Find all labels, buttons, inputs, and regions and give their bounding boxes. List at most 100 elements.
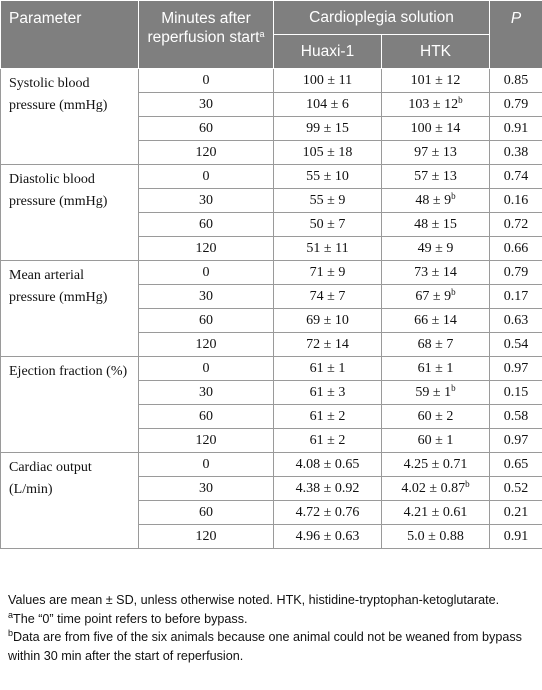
table-row: 30 104 ± 6 103 ± 12b 0.79	[1, 92, 542, 117]
htk-cell-value: 4.25 ± 0.71	[403, 456, 468, 472]
minutes-cell: 120	[138, 140, 274, 165]
minutes-cell-value: 120	[195, 144, 217, 160]
minutes-cell: 120	[138, 524, 274, 549]
minutes-cell-value: 120	[195, 336, 217, 352]
minutes-cell: 60	[138, 212, 274, 237]
footnote-b-mark: b	[8, 628, 14, 638]
huaxi-1-cell-value: 61 ± 2	[309, 432, 346, 448]
minutes-cell-value: 30	[199, 192, 213, 208]
htk-cell-value: 103 ± 12	[408, 96, 459, 112]
htk-cell-value: 5.0 ± 0.88	[407, 528, 464, 544]
htk-cell-value: 4.21 ± 0.61	[403, 504, 468, 520]
p-value-cell: 0.97	[489, 428, 542, 453]
parameter-name: Cardiac output (L/min)	[0, 452, 139, 549]
minutes-cell-value: 120	[195, 432, 217, 448]
p-value-cell: 0.91	[489, 116, 542, 141]
huaxi-1-cell: 4.96 ± 0.63	[273, 524, 382, 549]
minutes-cell-value: 0	[202, 456, 210, 472]
table-row: 120 72 ± 14 68 ± 7 0.54	[1, 332, 542, 357]
footnote-a-mark: a	[8, 609, 14, 620]
p-value-cell-value: 0.85	[503, 72, 529, 88]
header-htk: HTK	[380, 34, 491, 69]
htk-cell: 103 ± 12b	[380, 92, 491, 117]
minutes-cell-value: 0	[202, 168, 210, 184]
huaxi-1-cell-value: 100 ± 11	[302, 72, 353, 88]
huaxi-1-cell: 61 ± 2	[273, 404, 382, 429]
p-value-cell-value: 0.79	[503, 264, 529, 280]
huaxi-1-cell: 74 ± 7	[273, 284, 382, 309]
minutes-cell-value: 60	[199, 120, 213, 136]
p-value-cell-value: 0.91	[503, 528, 529, 544]
huaxi-1-cell-value: 4.72 ± 0.76	[295, 504, 360, 520]
htk-cell: 48 ± 15	[380, 212, 491, 237]
htk-cell-value: 68 ± 7	[417, 336, 454, 352]
huaxi-1-cell: 61 ± 1	[273, 356, 382, 381]
table-row: Ejection fraction (%) 0 61 ± 1 61 ± 1 0.97	[0, 356, 542, 453]
htk-cell: 57 ± 13	[380, 164, 491, 189]
htk-cell: 97 ± 13	[380, 140, 491, 165]
p-value-cell: 0.79	[489, 92, 542, 117]
minutes-cell-value: 30	[199, 384, 213, 400]
data-table: Parameter Minutes after reperfusion star…	[0, 0, 542, 549]
htk-cell: 4.21 ± 0.61	[380, 500, 491, 525]
htk-footnote-mark: b	[451, 286, 456, 297]
huaxi-1-cell: 61 ± 2	[273, 428, 382, 453]
htk-cell: 49 ± 9	[380, 236, 491, 261]
p-value-cell: 0.79	[489, 260, 542, 285]
htk-footnote-mark: b	[451, 382, 456, 393]
p-value-cell-value: 0.66	[503, 240, 529, 256]
minutes-cell: 0	[138, 68, 274, 93]
htk-cell-value: 48 ± 9	[415, 192, 452, 208]
huaxi-1-cell-value: 104 ± 6	[306, 96, 349, 112]
htk-cell: 101 ± 12	[380, 68, 491, 93]
htk-cell: 60 ± 2	[380, 404, 491, 429]
footnote-b-text: Data are from five of the six animals be…	[8, 630, 522, 663]
huaxi-1-cell-value: 61 ± 2	[309, 408, 346, 424]
minutes-cell: 60	[138, 116, 274, 141]
minutes-cell: 60	[138, 308, 274, 333]
p-value-cell: 0.97	[489, 356, 542, 381]
minutes-cell-value: 30	[199, 480, 213, 496]
htk-cell-value: 101 ± 12	[410, 72, 461, 88]
minutes-cell: 30	[138, 476, 274, 501]
huaxi-1-cell: 50 ± 7	[273, 212, 382, 237]
minutes-cell: 30	[138, 284, 274, 309]
p-value-cell: 0.85	[489, 68, 542, 93]
table-row: 60 50 ± 7 48 ± 15 0.72	[1, 212, 542, 237]
p-value-cell: 0.54	[489, 332, 542, 357]
htk-cell: 61 ± 1	[380, 356, 491, 381]
huaxi-1-cell-value: 61 ± 3	[309, 384, 346, 400]
huaxi-1-cell: 55 ± 10	[273, 164, 382, 189]
header-p-value: P	[489, 0, 542, 69]
htk-cell-value: 60 ± 2	[417, 408, 454, 424]
p-value-cell: 0.38	[489, 140, 542, 165]
htk-footnote-mark: b	[458, 94, 463, 105]
header-minutes-footnote-mark: a	[259, 29, 265, 39]
minutes-cell-value: 120	[195, 240, 217, 256]
table-row: 120 61 ± 2 60 ± 1 0.97	[1, 428, 542, 453]
parameter-name: Mean arterial pressure (mmHg)	[0, 260, 139, 357]
header-huaxi-1: Huaxi-1	[273, 34, 382, 69]
huaxi-1-cell-value: 4.96 ± 0.63	[295, 528, 360, 544]
minutes-cell-value: 60	[199, 216, 213, 232]
htk-cell-value: 49 ± 9	[417, 240, 454, 256]
p-value-cell-value: 0.21	[503, 504, 529, 520]
p-value-cell-value: 0.97	[503, 360, 529, 376]
p-value-cell: 0.17	[489, 284, 542, 309]
huaxi-1-cell: 4.38 ± 0.92	[273, 476, 382, 501]
huaxi-1-cell: 100 ± 11	[273, 68, 382, 93]
htk-cell: 60 ± 1	[380, 428, 491, 453]
huaxi-1-cell: 105 ± 18	[273, 140, 382, 165]
footnote-main: Values are mean ± SD, unless otherwise n…	[8, 593, 500, 607]
minutes-cell: 30	[138, 380, 274, 405]
minutes-cell-value: 60	[199, 408, 213, 424]
htk-cell: 5.0 ± 0.88	[380, 524, 491, 549]
p-value-cell-value: 0.38	[503, 144, 529, 160]
minutes-cell-value: 60	[199, 312, 213, 328]
p-value-cell: 0.63	[489, 308, 542, 333]
table-row: Systolic blood pressure (mmHg) 0 100 ± 11 1…	[0, 68, 542, 165]
table-row: 120 4.96 ± 0.63 5.0 ± 0.88 0.91	[1, 524, 542, 549]
htk-cell-value: 67 ± 9	[415, 288, 452, 304]
huaxi-1-cell-value: 4.08 ± 0.65	[295, 456, 360, 472]
p-value-cell: 0.66	[489, 236, 542, 261]
